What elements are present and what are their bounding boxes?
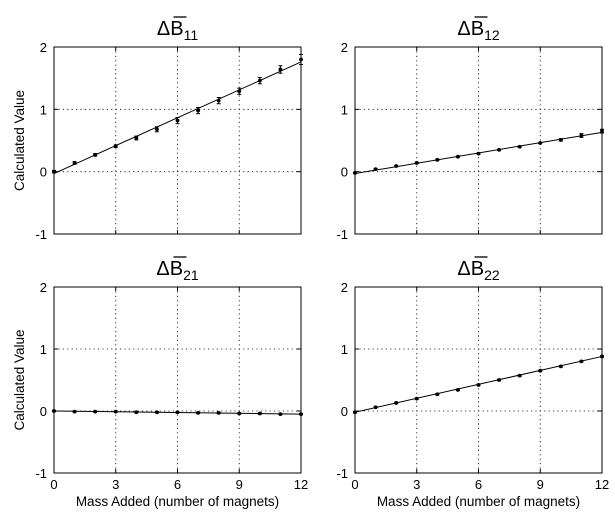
data-point xyxy=(155,127,159,132)
data-point xyxy=(517,144,522,149)
x-tick-label: 9 xyxy=(236,477,243,492)
y-tick-label: -1 xyxy=(35,227,47,242)
data-point xyxy=(579,133,584,138)
x-tick-label: 3 xyxy=(112,477,119,492)
data-point xyxy=(517,373,522,378)
x-tick-label: 12 xyxy=(294,477,308,492)
chart-title: ΔB22 xyxy=(457,258,499,283)
data-point xyxy=(134,410,139,415)
data-point xyxy=(278,67,283,72)
y-tick-label: 2 xyxy=(341,280,348,295)
data-point xyxy=(456,154,460,159)
y-axis-label: Calculated Value xyxy=(12,329,27,430)
x-tick-label: 6 xyxy=(475,477,482,492)
data-point xyxy=(538,368,543,373)
y-tick-label: 0 xyxy=(341,404,348,419)
x-tick-label: 9 xyxy=(537,477,544,492)
data-point xyxy=(600,129,604,134)
chart-title: ΔB12 xyxy=(457,18,499,43)
y-tick-label: 1 xyxy=(40,342,47,357)
data-point xyxy=(476,151,481,156)
chart-panel-2: -1 0 1 2 ΔB12 xyxy=(336,16,604,242)
x-tick-label: 6 xyxy=(174,477,181,492)
y-tick-label: 2 xyxy=(341,40,348,55)
data-point xyxy=(52,409,56,413)
y-tick-label: 2 xyxy=(40,280,47,295)
data-point xyxy=(394,164,399,168)
data-point xyxy=(456,388,460,392)
data-point xyxy=(175,410,180,415)
data-point xyxy=(93,409,98,414)
data-point xyxy=(558,137,563,142)
x-tick-label: 3 xyxy=(413,477,420,492)
data-point xyxy=(113,409,118,414)
data-point xyxy=(72,161,77,165)
data-point xyxy=(155,410,159,415)
data-point xyxy=(299,412,303,416)
x-axis-label: Mass Added (number of magnets) xyxy=(76,494,279,509)
y-tick-label: 1 xyxy=(341,102,348,117)
data-point xyxy=(600,354,604,359)
chart-title: ΔB11 xyxy=(157,18,198,43)
data-point xyxy=(373,405,378,410)
data-point xyxy=(52,169,56,174)
y-tick-label: 1 xyxy=(341,342,348,357)
y-tick-label: 0 xyxy=(341,165,348,180)
y-tick-label: -1 xyxy=(35,466,47,481)
y-tick-label: 1 xyxy=(40,102,47,117)
x-axis-label: Mass Added (number of magnets) xyxy=(377,494,580,509)
data-point xyxy=(579,359,584,364)
data-point xyxy=(237,89,242,94)
data-point xyxy=(435,392,440,397)
data-point xyxy=(558,364,563,369)
data-point xyxy=(257,411,262,416)
data-point xyxy=(216,410,221,415)
data-point xyxy=(414,396,419,401)
data-point xyxy=(476,383,481,387)
data-point xyxy=(497,147,501,152)
x-tick-label: 0 xyxy=(50,477,57,492)
data-point xyxy=(353,171,357,175)
data-point xyxy=(538,141,543,145)
data-point xyxy=(414,161,419,165)
y-tick-label: -1 xyxy=(336,227,348,242)
y-axis-label: Calculated Value xyxy=(12,90,27,191)
data-point xyxy=(216,98,221,103)
data-point xyxy=(435,157,440,162)
data-point xyxy=(72,409,77,414)
data-point xyxy=(299,57,303,62)
data-point xyxy=(394,401,399,405)
chart-title: ΔB21 xyxy=(156,258,198,283)
x-tick-label: 12 xyxy=(595,477,609,492)
data-point xyxy=(175,118,180,123)
data-point xyxy=(196,410,200,415)
data-point xyxy=(134,136,139,140)
data-point xyxy=(237,411,242,416)
data-point xyxy=(373,167,378,172)
data-point xyxy=(113,144,118,149)
data-point xyxy=(353,410,357,415)
x-tick-label: 0 xyxy=(351,477,358,492)
y-tick-label: 0 xyxy=(40,165,47,180)
chart-panel-1: -1 0 1 2 ΔB11 Calculated Value xyxy=(12,16,303,242)
y-tick-label: 0 xyxy=(40,404,47,419)
data-point xyxy=(497,378,501,382)
y-tick-label: -1 xyxy=(336,466,348,481)
data-point xyxy=(257,78,262,83)
y-tick-label: 2 xyxy=(40,40,47,55)
data-point xyxy=(196,108,200,113)
data-point xyxy=(278,412,283,416)
data-point xyxy=(93,152,98,157)
